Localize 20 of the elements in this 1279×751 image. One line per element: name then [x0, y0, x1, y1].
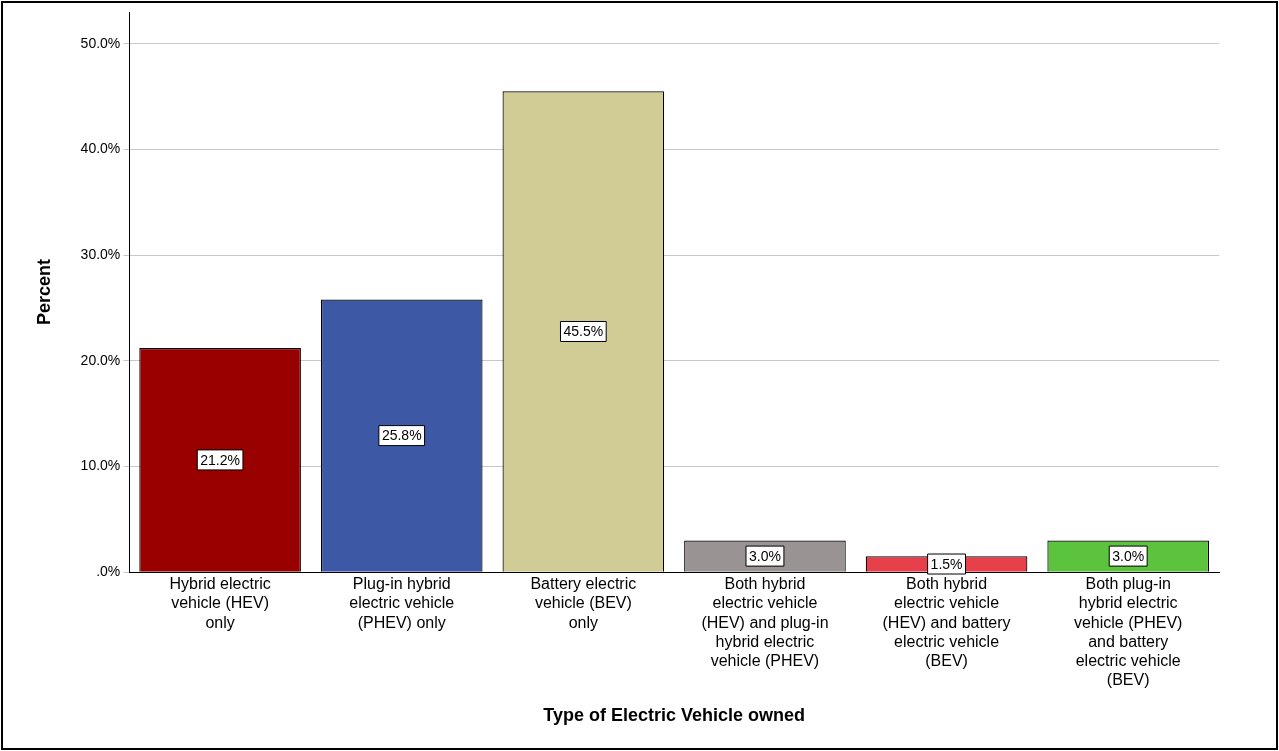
y-tick-label: 50.0%	[80, 34, 121, 51]
data-label: 45.5%	[563, 323, 604, 340]
x-tick-label: Both plug-in hybrid electric vehicle (PHEV) and battery electric vehicle (BEV)	[1073, 575, 1183, 689]
x-tick-label: Battery electric vehicle (BEV) only	[530, 575, 637, 631]
y-tick-label: 20.0%	[80, 351, 121, 368]
data-label: 3.0%	[749, 547, 781, 564]
x-tick-label: Both hybrid electric vehicle (HEV) and battery electric vehicle (BEV)	[882, 575, 1011, 670]
data-label: 3.0%	[1112, 547, 1145, 564]
data-label: 1.5%	[930, 555, 963, 572]
data-label: 25.8%	[381, 427, 422, 444]
y-axis-title: Percent	[33, 259, 54, 326]
x-tick-label: Plug-in hybrid electric vehicle (PHEV) only	[349, 575, 455, 631]
y-tick-label: 30.0%	[80, 245, 121, 262]
y-tick-label: .0%	[96, 563, 121, 580]
x-tick-label: Hybrid electric vehicle (HEV) only	[169, 575, 271, 631]
x-axis-title: Type of Electric Vehicle owned	[543, 705, 806, 726]
x-tick-label: Both hybrid electric vehicle (HEV) and plug-in hybrid electric vehicle (PHEV)	[701, 575, 829, 670]
y-tick-label: 40.0%	[80, 140, 121, 157]
data-label: 21.2%	[200, 451, 240, 468]
y-tick-label: 10.0%	[80, 457, 121, 474]
